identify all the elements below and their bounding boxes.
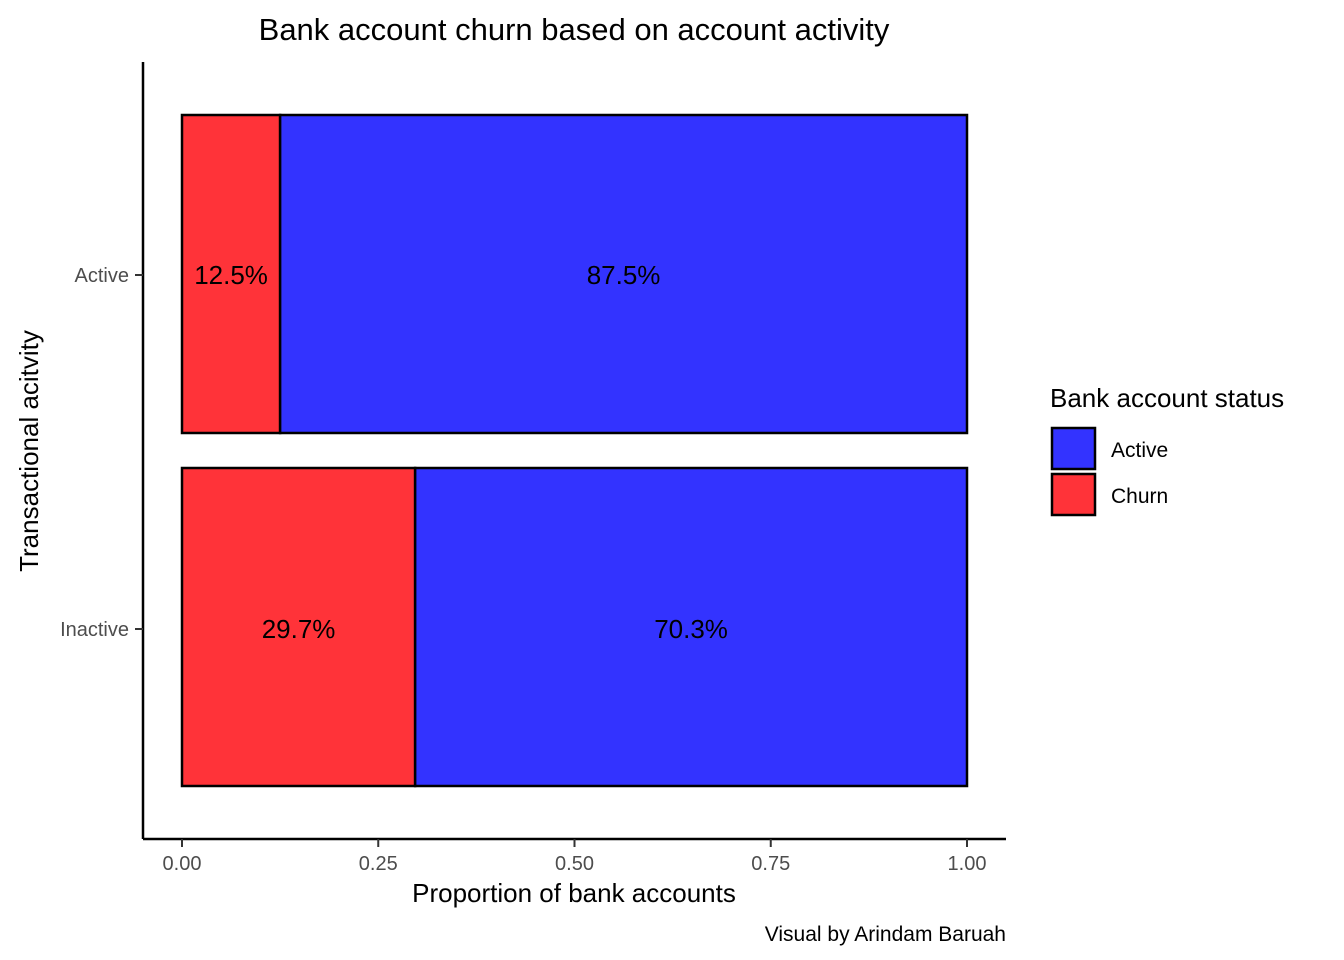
bar-label-active-inactive: 70.3% — [654, 614, 728, 644]
x-tick-label: 0.00 — [163, 853, 202, 875]
bar-label-active-active: 87.5% — [587, 260, 661, 290]
bar-label-churn-active: 12.5% — [194, 260, 268, 290]
x-tick-label: 1.00 — [948, 853, 987, 875]
x-axis-label: Proportion of bank accounts — [412, 878, 736, 908]
y-tick-label: Inactive — [60, 619, 129, 641]
bar-churn-active — [180, 113, 282, 435]
y-ticks-layer: Active Inactive — [60, 265, 143, 641]
y-tick-label: Active — [75, 265, 129, 287]
legend: Bank account status Active Churn — [1050, 383, 1284, 517]
legend-key-churn — [1050, 472, 1097, 517]
legend-key-active — [1050, 426, 1097, 471]
chart-caption: Visual by Arindam Baruah — [765, 923, 1006, 946]
legend-label-churn: Churn — [1111, 485, 1168, 508]
chart-title: Bank account churn based on account acti… — [259, 12, 890, 47]
y-axis-label: Transactional acitvity — [14, 330, 44, 572]
x-ticks-layer: 0.00 0.25 0.50 0.75 1.00 — [163, 839, 987, 875]
x-tick-label: 0.50 — [555, 853, 594, 875]
x-tick-label: 0.25 — [359, 853, 398, 875]
legend-label-active: Active — [1111, 439, 1168, 462]
legend-title: Bank account status — [1050, 383, 1284, 413]
bar-active-active — [278, 113, 969, 435]
bar-churn-inactive — [180, 466, 417, 788]
legend-items: Active Churn — [1050, 426, 1168, 517]
bar-labels-layer: 12.5% 87.5% 29.7% 70.3% — [194, 260, 728, 644]
x-tick-label: 0.75 — [751, 853, 790, 875]
bars-layer — [180, 113, 969, 788]
bar-active-inactive — [413, 466, 969, 788]
bar-label-churn-inactive: 29.7% — [262, 614, 336, 644]
